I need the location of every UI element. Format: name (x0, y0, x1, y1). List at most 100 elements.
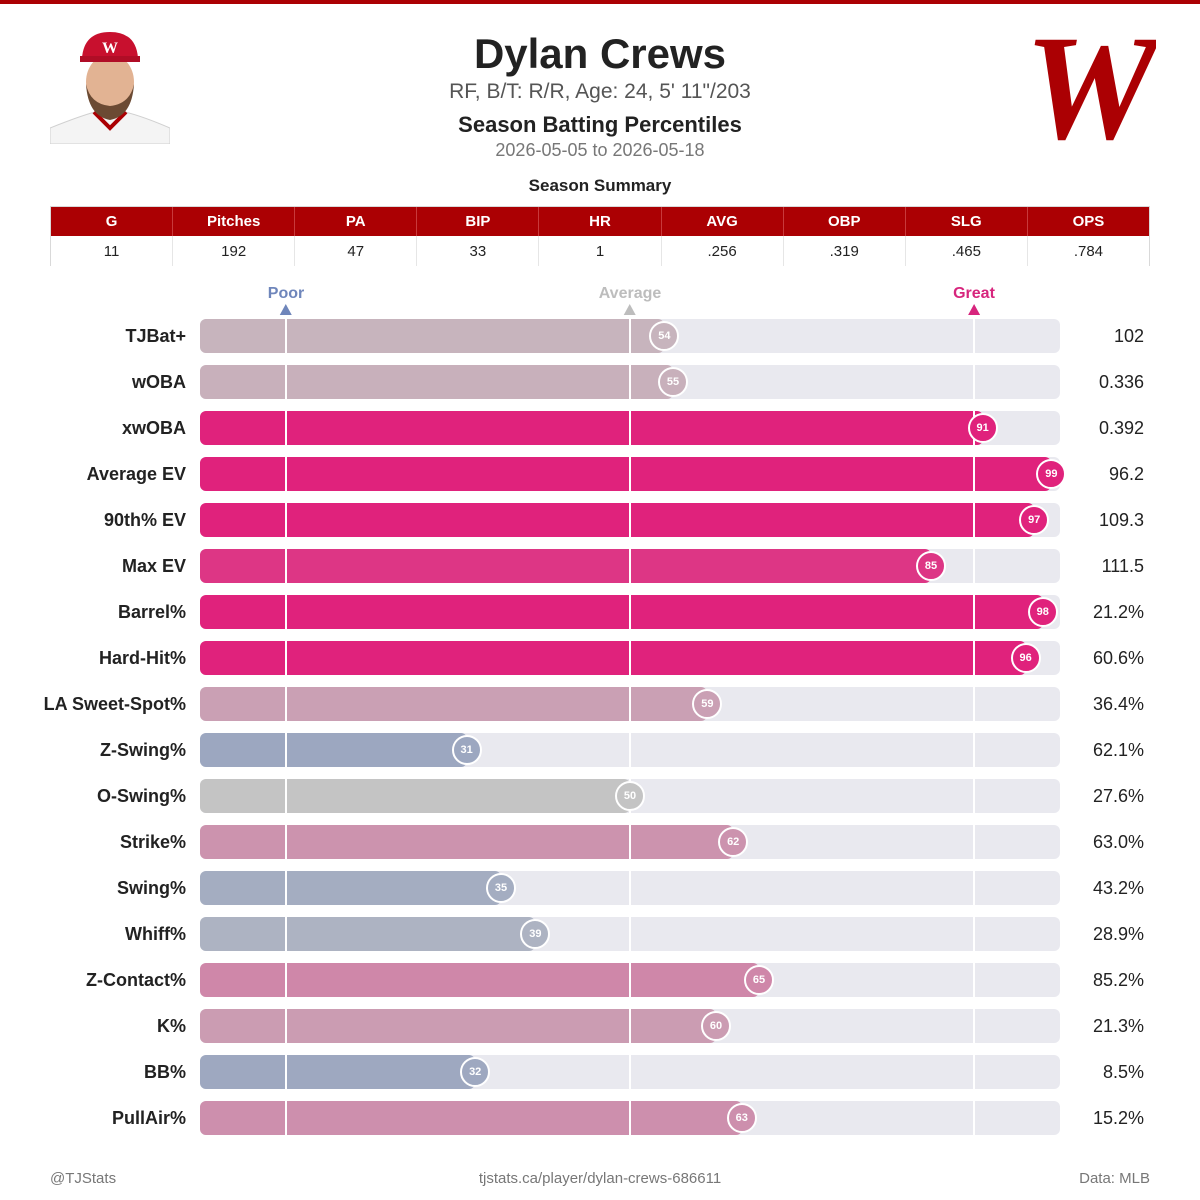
reference-line (629, 687, 631, 721)
reference-line (973, 825, 975, 859)
summary-values-row: 11 192 47 33 1 .256 .319 .465 .784 (51, 236, 1149, 266)
stat-label: Hard-Hit% (98, 648, 186, 668)
summary-header-cell: HR (539, 207, 662, 236)
percentile-bubble: 97 (1019, 505, 1050, 535)
summary-value-cell: 1 (539, 236, 662, 266)
reference-line (973, 1055, 975, 1089)
stat-label: BB% (143, 1062, 186, 1082)
reference-line (629, 549, 631, 583)
summary-title: Season Summary (528, 176, 672, 195)
stat-row: 90th% EV 97 109.3 (0, 502, 1200, 538)
bar-track: 50 (200, 779, 1060, 813)
up-triangle-icon (967, 304, 980, 315)
summary-header-cell: SLG (906, 207, 1028, 236)
summary-value-cell: .319 (784, 236, 906, 266)
bar-track: 85 (200, 549, 1060, 583)
summary-header-cell: Pitches (173, 207, 296, 236)
percentile-bar (200, 1009, 716, 1043)
scale-great-marker: Great (953, 285, 995, 315)
footer-url: tjstats.ca/player/dylan-crews-686611 (478, 1170, 722, 1187)
reference-line (973, 503, 975, 537)
date-range: 2026-05-05 to 2026-05-18 (495, 140, 705, 160)
stat-value: 28.9% (1092, 924, 1144, 944)
stat-label: LA Sweet-Spot% (43, 694, 186, 714)
reference-line (285, 871, 287, 905)
stat-row: Whiff% 39 28.9% (0, 916, 1200, 952)
stat-value: 85.2% (1092, 970, 1144, 990)
percentile-bubble: 91 (967, 413, 998, 443)
bar-track: 91 (200, 411, 1060, 445)
summary-header-cell: BIP (417, 207, 540, 236)
percentile-bubble: 55 (658, 367, 688, 397)
percentile-bubble: 98 (1027, 597, 1058, 627)
player-headshot-image: W (50, 24, 170, 144)
stat-value: 111.5 (1101, 556, 1144, 576)
footer-source: Data: MLB (1079, 1170, 1150, 1187)
reference-line (285, 779, 287, 813)
bar-track: 59 (200, 687, 1060, 721)
stat-row: Average EV 99 96.2 (0, 456, 1200, 492)
percentile-bar (200, 1055, 476, 1089)
stat-label: PullAir% (111, 1108, 186, 1128)
reference-line (285, 641, 287, 675)
summary-header-row: G Pitches PA BIP HR AVG OBP SLG OPS (51, 207, 1149, 236)
stat-label: Z-Swing% (100, 740, 186, 760)
reference-line (285, 687, 287, 721)
reference-line (629, 963, 631, 997)
reference-line (973, 687, 975, 721)
percentile-bar (200, 319, 665, 353)
percentile-bar (200, 917, 536, 951)
percentile-bar (200, 1101, 742, 1135)
svg-text:W: W (102, 40, 118, 57)
stat-row: PullAir% 63 15.2% (0, 1100, 1200, 1136)
stat-row: BB% 32 8.5% (0, 1054, 1200, 1090)
reference-line (629, 503, 631, 537)
bar-track: 63 (200, 1101, 1060, 1135)
summary-value-cell: .256 (662, 236, 784, 266)
scale-poor-label: Poor (267, 285, 305, 302)
bar-track: 99 (200, 457, 1067, 491)
reference-line (629, 871, 631, 905)
stat-value: 36.4% (1092, 694, 1144, 714)
team-logo: W (1024, 5, 1167, 171)
bar-track: 55 (200, 365, 1060, 399)
stat-value: 102 (1113, 326, 1144, 346)
reference-line (629, 641, 631, 675)
report-title: Season Batting Percentiles (458, 112, 742, 137)
reference-line (973, 917, 975, 951)
stat-label: Z-Contact% (86, 970, 186, 990)
reference-line (973, 641, 975, 675)
reference-line (285, 963, 287, 997)
stat-label: wOBA (132, 372, 186, 392)
percentile-bubble: 65 (744, 965, 774, 995)
reference-line (285, 825, 287, 859)
team-logo-letter: W (1026, 20, 1156, 150)
percentile-bubble: 96 (1010, 643, 1041, 673)
percentile-bar (200, 411, 983, 445)
stat-value: 43.2% (1092, 878, 1144, 898)
stat-value: 62.1% (1092, 740, 1144, 760)
scale-great-label: Great (953, 285, 995, 302)
top-accent-rule (0, 0, 1200, 4)
bar-track: 31 (200, 733, 1060, 767)
footer-handle: @TJStats (50, 1170, 117, 1187)
reference-line (285, 365, 287, 399)
reference-line (285, 503, 287, 537)
summary-value-cell: 11 (51, 236, 174, 266)
percentile-bar (200, 365, 673, 399)
percentile-bubble: 32 (460, 1057, 491, 1087)
season-summary-table: G Pitches PA BIP HR AVG OBP SLG OPS 11 1… (50, 206, 1150, 266)
reference-line (973, 319, 975, 353)
reference-line (285, 549, 287, 583)
percentile-bar (200, 825, 734, 859)
stat-row: TJBat+ 54 102 (0, 318, 1200, 354)
stat-row: K% 60 21.3% (0, 1008, 1200, 1044)
reference-line (629, 1055, 631, 1089)
percentile-bar (200, 595, 1043, 629)
stat-value: 60.6% (1092, 648, 1144, 668)
reference-line (973, 595, 975, 629)
bar-track: 39 (200, 917, 1060, 951)
bar-track: 98 (200, 595, 1060, 629)
reference-line (285, 917, 287, 951)
reference-line (629, 457, 631, 491)
